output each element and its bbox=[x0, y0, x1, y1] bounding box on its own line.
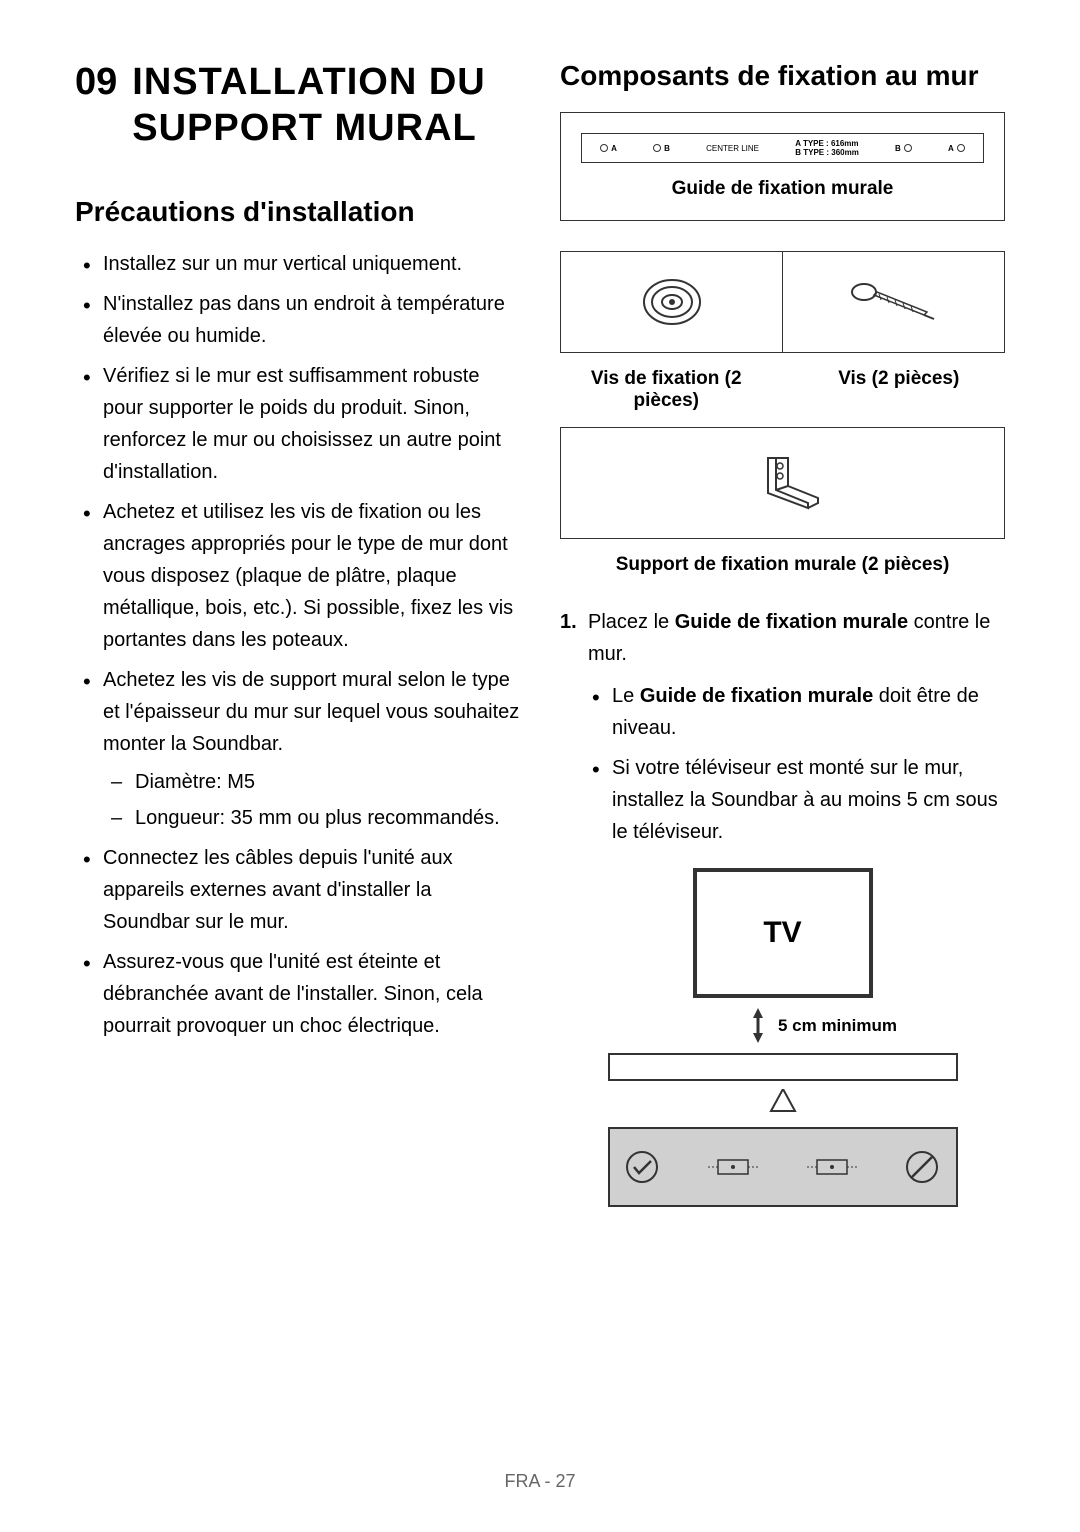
strip-types: A TYPE : 616mm B TYPE : 360mm bbox=[795, 139, 859, 157]
screw-cell bbox=[782, 251, 1005, 353]
triangle-marker bbox=[768, 1089, 798, 1119]
precaution-text: Achetez les vis de support mural selon l… bbox=[103, 669, 519, 755]
screw-spec: Longueur: 35 mm ou plus recommandés. bbox=[135, 802, 520, 834]
instructions-list: Placez le Guide de fixation murale contr… bbox=[560, 606, 1005, 848]
guide-label: Guide de fixation murale bbox=[672, 178, 894, 200]
distance-row: 5 cm minimum bbox=[560, 1008, 1005, 1043]
screw-spec: Diamètre: M5 bbox=[135, 766, 520, 798]
tv-diagram: TV 5 cm minimum bbox=[560, 868, 1005, 1207]
strip-b-right: B bbox=[895, 144, 901, 153]
chapter-title: INSTALLATION DU SUPPORT MURAL bbox=[132, 60, 520, 151]
left-column: 09 INSTALLATION DU SUPPORT MURAL Précaut… bbox=[75, 60, 530, 1207]
tv-box: TV bbox=[693, 868, 873, 998]
right-column: Composants de fixation au mur A B CENTER… bbox=[560, 60, 1005, 1207]
components-title: Composants de fixation au mur bbox=[560, 60, 1005, 92]
screws-labels: Vis de fixation (2 pièces) Vis (2 pièces… bbox=[560, 368, 1005, 412]
step1-sublist: Le Guide de fixation murale doit être de… bbox=[588, 680, 1005, 848]
bracket-side-icon-2 bbox=[807, 1152, 857, 1182]
distance-label: 5 cm minimum bbox=[778, 1016, 897, 1036]
double-arrow-icon bbox=[748, 1008, 768, 1043]
sub1-prefix: Le bbox=[612, 685, 640, 707]
guide-strip-diagram: A B CENTER LINE A TYPE : 616mm B TYPE : … bbox=[581, 133, 984, 163]
precaution-item: Connectez les câbles depuis l'unité aux … bbox=[103, 842, 520, 938]
check-circle-icon bbox=[625, 1150, 660, 1185]
bracket-box bbox=[560, 427, 1005, 539]
screw-specs-list: Diamètre: M5 Longueur: 35 mm ou plus rec… bbox=[103, 766, 520, 834]
bracket-side-icon bbox=[708, 1152, 758, 1182]
chapter-header: 09 INSTALLATION DU SUPPORT MURAL bbox=[75, 60, 520, 151]
guide-bar bbox=[608, 1053, 958, 1081]
step1-prefix: Placez le bbox=[588, 611, 675, 633]
soundbar-box bbox=[608, 1127, 958, 1207]
strip-center: CENTER LINE bbox=[706, 144, 759, 153]
tv-label: TV bbox=[763, 916, 801, 950]
step1-sub2: Si votre téléviseur est monté sur le mur… bbox=[612, 752, 1005, 848]
fixation-screw-icon bbox=[637, 272, 707, 332]
screws-row bbox=[560, 251, 1005, 353]
strip-b-left: B bbox=[664, 144, 670, 153]
page-footer: FRA - 27 bbox=[504, 1471, 575, 1492]
fixation-screw-label: Vis de fixation (2 pièces) bbox=[560, 368, 773, 412]
precaution-item: N'installez pas dans un endroit à tempér… bbox=[103, 288, 520, 352]
precaution-item: Achetez les vis de support mural selon l… bbox=[103, 664, 520, 834]
strip-a-left: A bbox=[611, 144, 617, 153]
strip-a-right: A bbox=[948, 144, 954, 153]
chapter-number: 09 bbox=[75, 60, 117, 106]
screw-icon bbox=[849, 277, 939, 327]
guide-strip-box: A B CENTER LINE A TYPE : 616mm B TYPE : … bbox=[560, 112, 1005, 221]
step1-bold: Guide de fixation murale bbox=[675, 611, 908, 633]
precaution-item: Vérifiez si le mur est suffisamment robu… bbox=[103, 360, 520, 488]
precaution-item: Achetez et utilisez les vis de fixation … bbox=[103, 496, 520, 656]
sub1-bold: Guide de fixation murale bbox=[640, 685, 873, 707]
fixation-screw-cell bbox=[560, 251, 782, 353]
instruction-step-1: Placez le Guide de fixation murale contr… bbox=[588, 606, 1005, 848]
step1-sub1: Le Guide de fixation murale doit être de… bbox=[612, 680, 1005, 744]
precaution-item: Installez sur un mur vertical uniquement… bbox=[103, 248, 520, 280]
bracket-icon bbox=[738, 448, 828, 518]
precaution-item: Assurez-vous que l'unité est éteinte et … bbox=[103, 946, 520, 1042]
bracket-label: Support de fixation murale (2 pièces) bbox=[560, 554, 1005, 576]
prohibit-circle-icon bbox=[905, 1150, 940, 1185]
precautions-list: Installez sur un mur vertical uniquement… bbox=[75, 248, 520, 1042]
precautions-title: Précautions d'installation bbox=[75, 196, 520, 228]
screw-label: Vis (2 pièces) bbox=[793, 368, 1006, 412]
